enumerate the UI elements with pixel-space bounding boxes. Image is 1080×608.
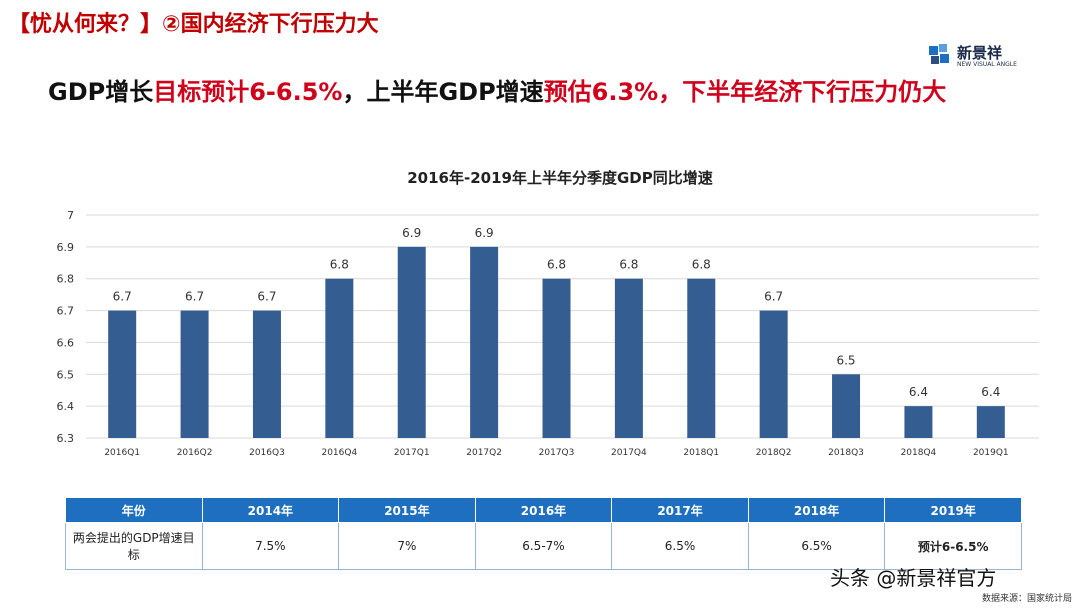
table-cell: 两会提出的GDP增速目标 (65, 522, 203, 570)
x-tick-label: 2016Q4 (321, 448, 357, 458)
value-label: 6.4 (909, 385, 928, 399)
y-tick-label: 6.9 (57, 241, 75, 254)
bar (832, 374, 861, 438)
x-tick-label: 2016Q1 (104, 448, 140, 458)
value-label: 6.8 (330, 258, 349, 272)
bar (687, 278, 716, 438)
bar (904, 406, 933, 438)
x-tick-label: 2018Q4 (901, 448, 937, 458)
x-tick-label: 2017Q4 (611, 448, 647, 458)
header-title: 【忧从何来？】②国内经济下行压力大 (8, 12, 379, 37)
subtitle-segment: GDP增长 (48, 78, 154, 106)
table-cell: 6.5-7% (474, 522, 613, 570)
bar (542, 278, 571, 438)
value-label: 6.7 (185, 290, 204, 304)
value-label: 6.4 (981, 385, 1000, 399)
y-tick-label: 6.4 (57, 400, 75, 413)
subtitle-segment: 目标预计6-6.5% (153, 78, 343, 106)
x-tick-label: 2017Q2 (466, 448, 502, 458)
bar (759, 310, 788, 438)
bar (180, 310, 209, 438)
logo-icon (929, 44, 949, 64)
table-header: 年份 2014年 2015年 2016年 2017年 2018年 2019年 (65, 497, 1022, 523)
x-tick-label: 2018Q1 (683, 448, 719, 458)
value-label: 6.8 (692, 258, 711, 272)
bar (252, 310, 281, 438)
subtitle-segment: 预估6.3% (543, 78, 659, 106)
x-tick-label: 2019Q1 (973, 448, 1009, 458)
x-tick-label: 2018Q3 (828, 448, 864, 458)
logo-name: 新景祥 (957, 44, 1003, 62)
value-label: 6.7 (257, 290, 276, 304)
target-table: 年份 2014年 2015年 2016年 2017年 2018年 2019年 两会提出的GD… (65, 497, 1022, 570)
subtitle-segment: ，下半年经济下行压力仍大 (658, 78, 947, 106)
value-label: 6.8 (619, 258, 638, 272)
table-header-cell: 年份 (65, 497, 203, 523)
bar (108, 310, 137, 438)
value-label: 6.7 (764, 290, 783, 304)
table-cell: 6.5% (747, 522, 886, 570)
watermark: 头条 @新景祥官方 (830, 566, 997, 590)
subtitle-segment: ，上半年GDP增速 (342, 78, 544, 106)
chart-title: 2016年-2019年上半年分季度GDP同比增速 (407, 169, 712, 187)
x-tick-label: 2016Q3 (249, 448, 285, 458)
value-label: 6.8 (547, 258, 566, 272)
table-cell: 预计6-6.5% (884, 522, 1022, 570)
x-tick-label: 2017Q3 (539, 448, 575, 458)
y-tick-label: 6.8 (57, 273, 75, 286)
table-header-cell: 2017年 (611, 497, 749, 523)
bar (470, 246, 499, 438)
chart: 2016年-2019年上半年分季度GDP同比增速 6.3 6.4 6.5 6.6 6.7… (57, 169, 1039, 458)
bar (325, 278, 354, 438)
bar (614, 278, 643, 438)
x-tick-label: 2017Q1 (394, 448, 430, 458)
table-cell: 6.5% (611, 522, 749, 570)
table-header-cell: 2018年 (747, 497, 886, 523)
table-row: 两会提出的GDP增速目标 7.5% 7% 6.5-7% 6.5% 6.5% 预计6-6.5% (65, 522, 1022, 570)
table-header-cell: 2019年 (884, 497, 1022, 523)
source: 数据来源：国家统计局 (981, 594, 1072, 604)
bar (976, 406, 1005, 438)
table-cell: 7.5% (201, 522, 340, 570)
table-cell: 7% (338, 522, 476, 570)
table-body: 两会提出的GDP增速目标 7.5% 7% 6.5-7% 6.5% 6.5% 预计6-6.5% (65, 522, 1022, 570)
x-tick-label: 2018Q2 (756, 448, 792, 458)
table-header-cell: 2016年 (474, 497, 613, 523)
value-label: 6.7 (113, 290, 132, 304)
bar (397, 246, 426, 438)
y-tick-label: 6.7 (57, 305, 75, 318)
value-label: 6.5 (836, 353, 855, 367)
x-tick-label: 2016Q2 (177, 448, 213, 458)
y-tick-label: 6.6 (57, 336, 75, 349)
table-header-cell: 2015年 (338, 497, 476, 523)
logo-tagline: NEW VISUAL ANGLE (957, 61, 1017, 68)
y-tick-label: 6.3 (57, 432, 75, 445)
table-header-cell: 2014年 (201, 497, 340, 523)
value-label: 6.9 (402, 226, 421, 240)
subtitle: GDP增长目标预计6-6.5%，上半年GDP增速预估6.3%，下半年经济下行压力… (48, 72, 946, 107)
y-tick-label: 6.5 (57, 368, 75, 381)
value-label: 6.9 (475, 226, 494, 240)
y-tick-label: 7 (67, 209, 74, 222)
